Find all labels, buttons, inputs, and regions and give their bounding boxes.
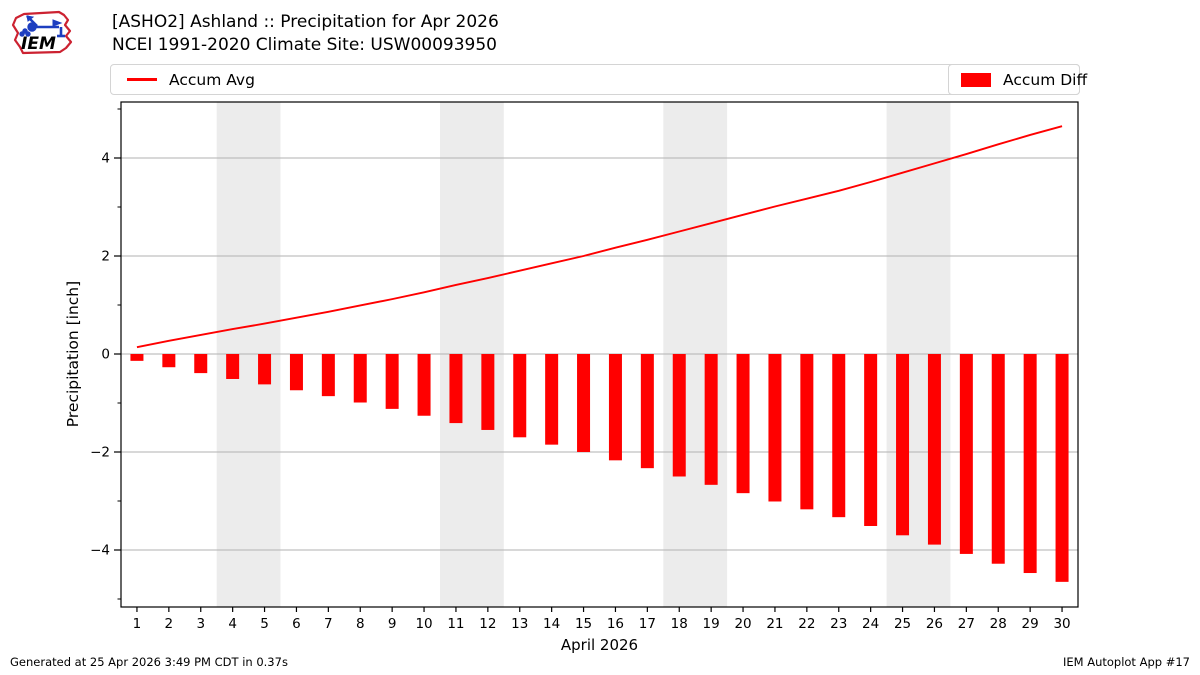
accum-diff-bar	[608, 354, 622, 461]
accum-diff-bar	[832, 354, 846, 518]
x-tick-label: 21	[766, 616, 783, 632]
x-axis: 1 2 3 4 5 6 7 8 9 10 11 12 13 14 15 16 17 18 19 20 21 22 23 24 2…	[133, 607, 1071, 632]
accum-diff-bar	[800, 354, 814, 510]
x-tick-label: 29	[1022, 616, 1039, 632]
gridlines	[121, 157, 1078, 551]
accum-diff-bar	[896, 354, 910, 536]
chart-title-block: [ASHO2] Ashland :: Precipitation for Apr…	[112, 11, 499, 57]
accum-avg-label: Accum Avg	[169, 70, 255, 89]
accum-diff-bar	[545, 354, 559, 445]
accum-diff-bar	[672, 354, 686, 477]
x-tick-label: 20	[734, 616, 751, 632]
x-tick-label: 12	[479, 616, 496, 632]
x-tick-label: 10	[415, 616, 432, 632]
x-tick-label: 25	[894, 616, 911, 632]
accum-diff-bar	[640, 354, 654, 469]
accum-diff-bar	[289, 354, 303, 391]
accum-diff-bar	[864, 354, 878, 526]
accum-diff-bar	[417, 354, 431, 416]
accum-diff-bar	[226, 354, 240, 379]
x-tick-label: 22	[798, 616, 815, 632]
accum-diff-bar	[991, 354, 1005, 564]
accum-diff-bar	[513, 354, 527, 438]
x-tick-label: 1	[133, 616, 142, 632]
x-tick-label: 15	[575, 616, 592, 632]
accum-diff-bar	[321, 354, 335, 397]
x-tick-label: 7	[324, 616, 333, 632]
y-tick-label: 0	[101, 347, 110, 363]
accum-diff-bar	[162, 354, 176, 368]
accum-diff-bar	[353, 354, 367, 403]
app-credit-text: IEM Autoplot App #17	[1062, 655, 1190, 669]
accum-diff-bar-swatch-icon	[961, 72, 991, 87]
x-tick-label: 30	[1053, 616, 1070, 632]
x-tick-label: 11	[447, 616, 464, 632]
x-tick-label: 17	[639, 616, 656, 632]
accum-diff-label: Accum Diff	[1003, 70, 1088, 89]
x-tick-label: 26	[926, 616, 943, 632]
x-tick-label: 6	[292, 616, 301, 632]
generated-at-text: Generated at 25 Apr 2026 3:49 PM CDT in …	[10, 655, 288, 669]
accum-avg-line	[136, 125, 1063, 349]
accum-diff-bar	[481, 354, 495, 430]
accum-diff-bars	[130, 354, 1069, 582]
x-tick-label: 24	[862, 616, 879, 632]
y-tick-label: 4	[101, 151, 110, 167]
x-tick-label: 19	[703, 616, 720, 632]
x-tick-label: 4	[228, 616, 237, 632]
x-tick-label: 16	[607, 616, 624, 632]
x-tick-label: 13	[511, 616, 528, 632]
y-axis: −4 −2 0 2 4	[90, 108, 121, 600]
accum-diff-bar	[449, 354, 463, 424]
x-tick-label: 27	[958, 616, 975, 632]
accum-diff-bar	[577, 354, 591, 452]
legend-accum-avg: Accum Avg	[110, 64, 1080, 95]
accum-diff-bar	[194, 354, 208, 374]
x-tick-label: 23	[830, 616, 847, 632]
x-tick-label: 9	[388, 616, 397, 632]
x-tick-label: 2	[165, 616, 174, 632]
accum-diff-bar	[385, 354, 399, 409]
accum-diff-bar	[130, 354, 144, 361]
legend-accum-diff: Accum Diff	[948, 64, 1087, 95]
accum-diff-bar	[927, 354, 941, 545]
accum-avg-line-swatch-icon	[127, 78, 157, 81]
x-tick-label: 5	[260, 616, 269, 632]
accum-diff-bar	[959, 354, 973, 554]
x-tick-label: 8	[356, 616, 365, 632]
x-tick-label: 28	[990, 616, 1007, 632]
accum-diff-bar	[736, 354, 750, 494]
y-tick-label: 2	[101, 249, 110, 265]
accum-diff-bar	[704, 354, 718, 485]
x-tick-label: 3	[196, 616, 205, 632]
y-axis-label: Precipitation [inch]	[64, 281, 82, 427]
accum-diff-bar	[258, 354, 272, 385]
weathervane-icon	[19, 15, 65, 38]
iem-logo: IEM	[11, 10, 73, 55]
chart-title: [ASHO2] Ashland :: Precipitation for Apr…	[112, 12, 499, 32]
x-axis-label: April 2026	[561, 636, 638, 654]
x-tick-label: 18	[671, 616, 688, 632]
accum-diff-bar	[1055, 354, 1069, 582]
logo-iem-text: IEM	[21, 34, 56, 54]
accum-diff-bar	[768, 354, 782, 502]
y-tick-label: −4	[90, 543, 110, 559]
accum-diff-bar	[1023, 354, 1037, 574]
chart-subtitle: NCEI 1991-2020 Climate Site: USW00093950	[112, 35, 497, 55]
y-tick-label: −2	[90, 445, 110, 461]
x-tick-label: 14	[543, 616, 560, 632]
